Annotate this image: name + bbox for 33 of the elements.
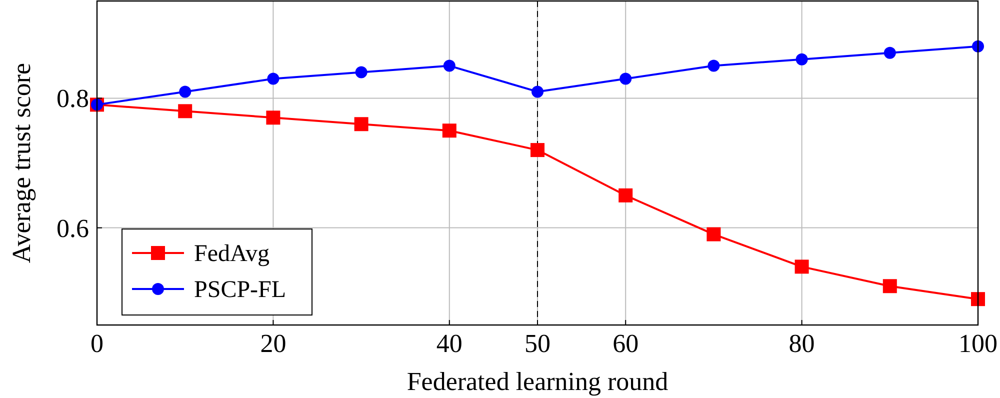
point xyxy=(179,86,192,98)
point xyxy=(884,46,896,59)
point xyxy=(178,104,192,118)
point xyxy=(794,260,809,274)
point xyxy=(355,66,368,78)
point xyxy=(267,72,280,85)
point xyxy=(354,117,368,132)
x-axis-title: Federated learning round xyxy=(406,367,668,396)
x-tick-label: 50 xyxy=(524,329,550,358)
x-tick-label: 40 xyxy=(436,329,462,358)
point xyxy=(971,292,985,306)
x-tick-label: 20 xyxy=(260,329,286,358)
point xyxy=(618,188,633,202)
point xyxy=(266,110,280,125)
point xyxy=(530,143,544,158)
point xyxy=(532,86,544,98)
x-tick-label: 0 xyxy=(90,329,104,358)
point xyxy=(443,60,456,72)
y-tick-label: 0.6 xyxy=(56,214,89,243)
legend-label: PSCP-FL xyxy=(194,277,286,303)
point xyxy=(796,53,808,66)
point xyxy=(442,124,456,138)
x-tick-label: 80 xyxy=(788,329,815,358)
point xyxy=(706,227,721,242)
point xyxy=(882,279,897,294)
point xyxy=(620,72,632,85)
point xyxy=(708,60,720,72)
x-tick-label: 100 xyxy=(958,329,998,358)
x-tick-label: 60 xyxy=(612,329,639,358)
y-tick-label: 0.8 xyxy=(56,84,89,114)
point xyxy=(972,40,984,52)
y-axis-title: Average trust score xyxy=(7,62,36,264)
legend-label: FedAvg xyxy=(194,241,270,267)
